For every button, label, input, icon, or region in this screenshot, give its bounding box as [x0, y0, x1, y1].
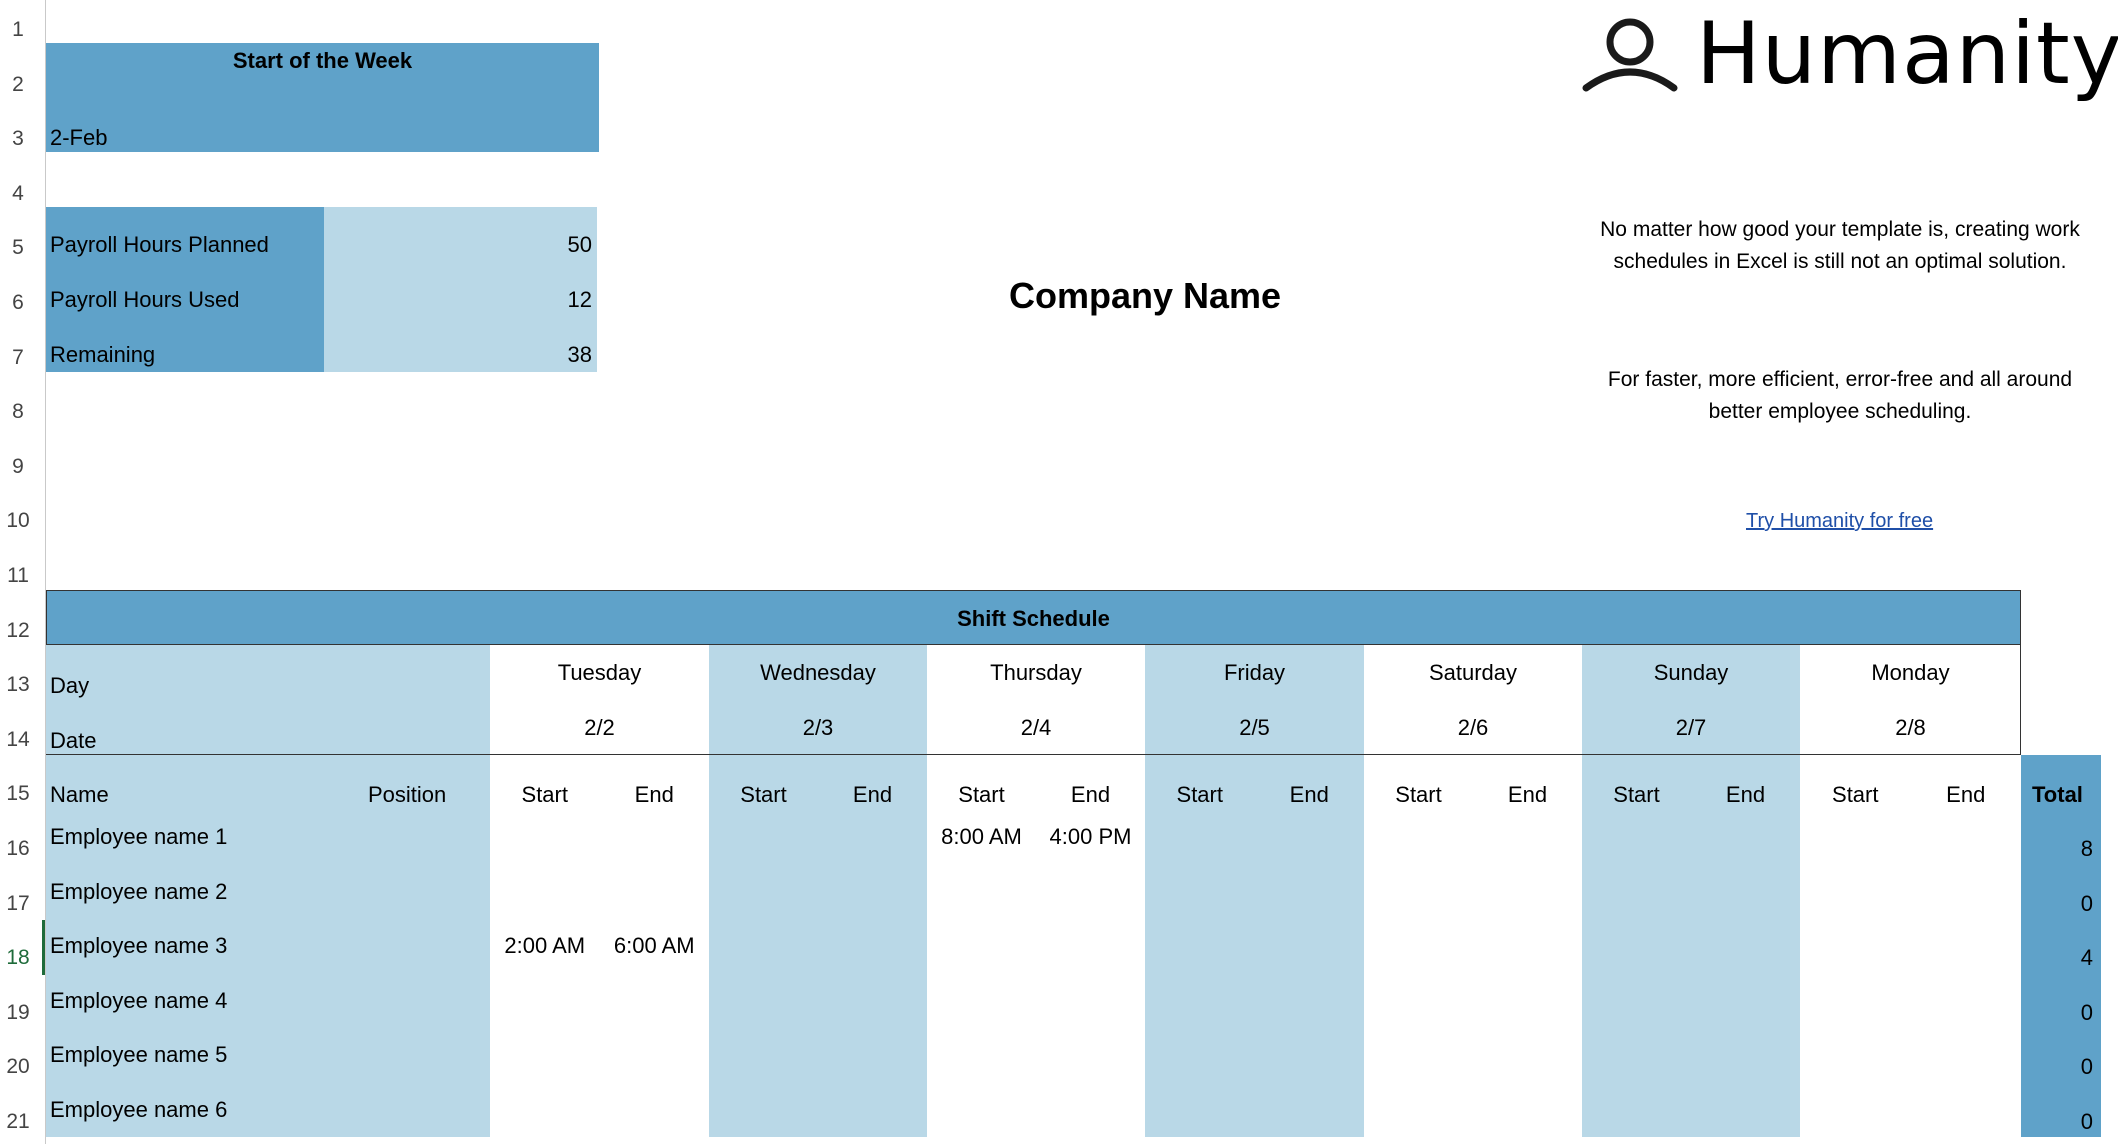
company-name[interactable]: Company Name [1008, 275, 1282, 316]
payroll-value[interactable]: 38 [567, 342, 592, 367]
active-row-marker [42, 920, 45, 975]
day-date: 2/5 [1239, 715, 1270, 740]
total-column-band [2021, 755, 2101, 1137]
schedule-title-bar [46, 590, 2021, 645]
shift-end-cell[interactable]: 6:00 AM [613, 933, 695, 959]
row-number[interactable]: 9 [12, 454, 24, 478]
start-column-header: Start [740, 782, 787, 807]
row-header-column [0, 0, 46, 1144]
employee-name[interactable]: Employee name 1 [50, 824, 228, 849]
end-column-header: End [852, 782, 893, 807]
shift-end-cell[interactable]: 4:00 PM [1049, 824, 1132, 849]
day-date: 2/6 [1457, 715, 1489, 740]
day-date: 2/4 [1020, 715, 1052, 740]
row-number[interactable]: 16 [6, 837, 30, 860]
info-paragraph-2: For faster, more efficient, error-free a… [1607, 368, 2073, 423]
day-name: Wednesday [760, 660, 876, 685]
day-column-band [709, 645, 927, 1137]
start-column-header: Start [1395, 782, 1442, 807]
day-name: Thursday [990, 660, 1082, 685]
row-number[interactable]: 1 [12, 18, 24, 41]
day-column-band [1582, 645, 1800, 1137]
employee-total[interactable]: 0 [2080, 1054, 2093, 1080]
employee-total[interactable]: 4 [2080, 945, 2093, 971]
end-column-header: End [1946, 782, 1986, 807]
payroll-labels-block [46, 207, 324, 372]
name-column-header: Name [50, 782, 109, 807]
day-name: Sunday [1653, 660, 1729, 685]
day-header-border-right [2020, 645, 2021, 755]
payroll-label: Remaining [50, 342, 156, 367]
row-number[interactable]: 13 [6, 673, 30, 697]
day-column-band [1145, 645, 1364, 1137]
payroll-label: Payroll Hours Used [50, 287, 240, 312]
day-name: Friday [1223, 660, 1286, 685]
row-number[interactable]: 19 [6, 1000, 30, 1024]
row-number[interactable]: 15 [6, 782, 30, 806]
end-column-header: End [1725, 782, 1766, 807]
row-number[interactable]: 12 [6, 618, 30, 642]
start-column-header: Start [958, 782, 1005, 807]
info-paragraph-1: No matter how good your template is, cre… [1600, 218, 2080, 273]
employee-name[interactable]: Employee name 4 [50, 987, 228, 1013]
employee-total[interactable]: 0 [2080, 890, 2093, 916]
row-number[interactable]: 3 [12, 127, 24, 151]
row-number[interactable]: 10 [6, 509, 30, 533]
row-number[interactable]: 18 [6, 946, 30, 970]
payroll-label: Payroll Hours Planned [50, 232, 269, 257]
day-date: 2/2 [584, 715, 615, 740]
shift-start-cell[interactable]: 8:00 AM [941, 824, 1022, 849]
row-number[interactable]: 4 [12, 181, 24, 205]
day-name: Saturday [1428, 660, 1518, 685]
start-column-header: Start [1832, 782, 1879, 807]
employee-name[interactable]: Employee name 3 [50, 933, 228, 959]
start-column-header: Start [1613, 782, 1660, 807]
day-name: Monday [1871, 660, 1950, 685]
week-date-underline [46, 152, 326, 155]
start-column-header: Start [1176, 782, 1223, 807]
employee-total[interactable]: 0 [2080, 1109, 2093, 1134]
position-column-header: Position [368, 782, 447, 807]
employee-name[interactable]: Employee name 6 [50, 1097, 228, 1122]
employee-name[interactable]: Employee name 2 [50, 878, 228, 904]
humanity-logo-text: Humanity [1696, 4, 2118, 104]
day-date: 2/7 [1675, 715, 1707, 740]
day-name: Tuesday [557, 660, 642, 685]
shift-start-cell[interactable]: 2:00 AM [504, 933, 586, 959]
row-number[interactable]: 21 [6, 1110, 30, 1133]
row-number[interactable]: 14 [6, 727, 30, 751]
day-header-border-bottom [46, 754, 2021, 755]
end-column-header: End [1507, 782, 1548, 807]
payroll-values-block [324, 207, 597, 372]
schedule-title: Shift Schedule [957, 606, 1110, 631]
week-header-label: Start of the Week [232, 48, 413, 73]
employee-total[interactable]: 0 [2080, 999, 2093, 1025]
payroll-value[interactable]: 12 [567, 287, 592, 312]
day-row-label: Day [50, 673, 90, 698]
payroll-value[interactable]: 50 [567, 232, 592, 257]
try-humanity-link[interactable]: Try Humanity for free [1746, 510, 1934, 532]
end-column-header: End [1070, 782, 1111, 807]
row-number[interactable]: 17 [6, 891, 30, 915]
day-date: 2/3 [802, 715, 834, 740]
week-start-date[interactable]: 2-Feb [50, 125, 108, 150]
date-row-label: Date [50, 728, 97, 753]
row-number[interactable]: 5 [12, 236, 24, 260]
row-number[interactable]: 20 [6, 1055, 30, 1079]
employee-name[interactable]: Employee name 5 [50, 1042, 228, 1068]
row-number[interactable]: 7 [12, 345, 24, 369]
end-column-header: End [1289, 782, 1329, 807]
day-date: 2/8 [1895, 715, 1926, 740]
employee-total[interactable]: 8 [2080, 836, 2093, 861]
total-column-header: Total [2032, 782, 2083, 807]
row-number[interactable]: 2 [12, 72, 24, 96]
row-number[interactable]: 11 [7, 564, 29, 587]
row-number[interactable]: 6 [12, 291, 24, 314]
name-column-band [46, 645, 490, 1137]
end-column-header: End [634, 782, 674, 807]
week-header-block [46, 43, 599, 152]
row-number[interactable]: 8 [12, 400, 24, 424]
start-column-header: Start [521, 782, 568, 807]
person-outline-icon [1580, 12, 1680, 92]
